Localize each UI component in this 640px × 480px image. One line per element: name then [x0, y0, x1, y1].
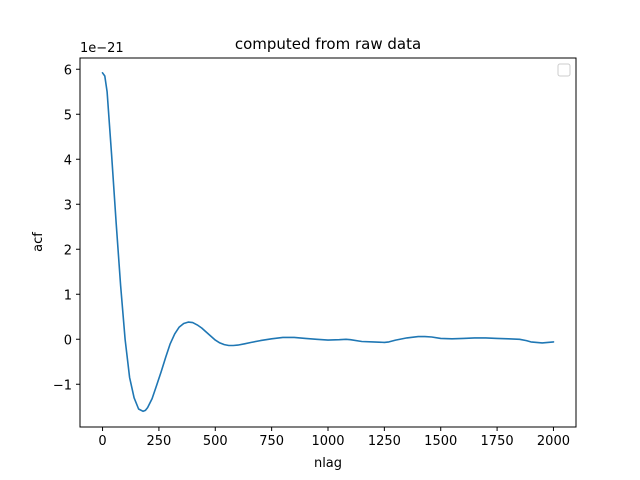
x-tick-label: 750	[259, 434, 284, 449]
x-tick-label: 0	[98, 434, 106, 449]
y-tick-label: −1	[53, 378, 72, 393]
legend	[557, 63, 571, 77]
acf-series-line	[101, 72, 555, 413]
y-axis-label: acf	[31, 232, 46, 252]
y-tick-label: 3	[64, 198, 72, 213]
y-tick-label: 5	[64, 108, 72, 123]
x-tick-label: 1500	[424, 434, 457, 449]
plot-area	[101, 72, 555, 413]
y-tick-label: 0	[64, 333, 72, 348]
x-tick-label: 500	[203, 434, 228, 449]
chart-title: computed from raw data	[235, 35, 421, 53]
x-tick-label: 250	[146, 434, 171, 449]
x-tick-label: 1000	[311, 434, 344, 449]
legend-box	[557, 63, 571, 77]
y-axis: −1 0 1 2 3 4 5 6	[53, 63, 80, 393]
y-tick-label: 6	[64, 63, 72, 78]
x-tick-label: 1750	[481, 434, 514, 449]
y-tick-label: 1	[64, 288, 72, 303]
x-tick-label: 1250	[368, 434, 401, 449]
x-axis-label: nlag	[314, 456, 342, 471]
x-tick-label: 2000	[537, 434, 570, 449]
y-tick-label: 2	[64, 243, 72, 258]
y-tick-label: 4	[64, 153, 72, 168]
x-axis: 0 250 500 750 1000 1250 1500 1750 2000	[98, 427, 570, 449]
y-axis-offset-text: 1e−21	[80, 41, 124, 56]
